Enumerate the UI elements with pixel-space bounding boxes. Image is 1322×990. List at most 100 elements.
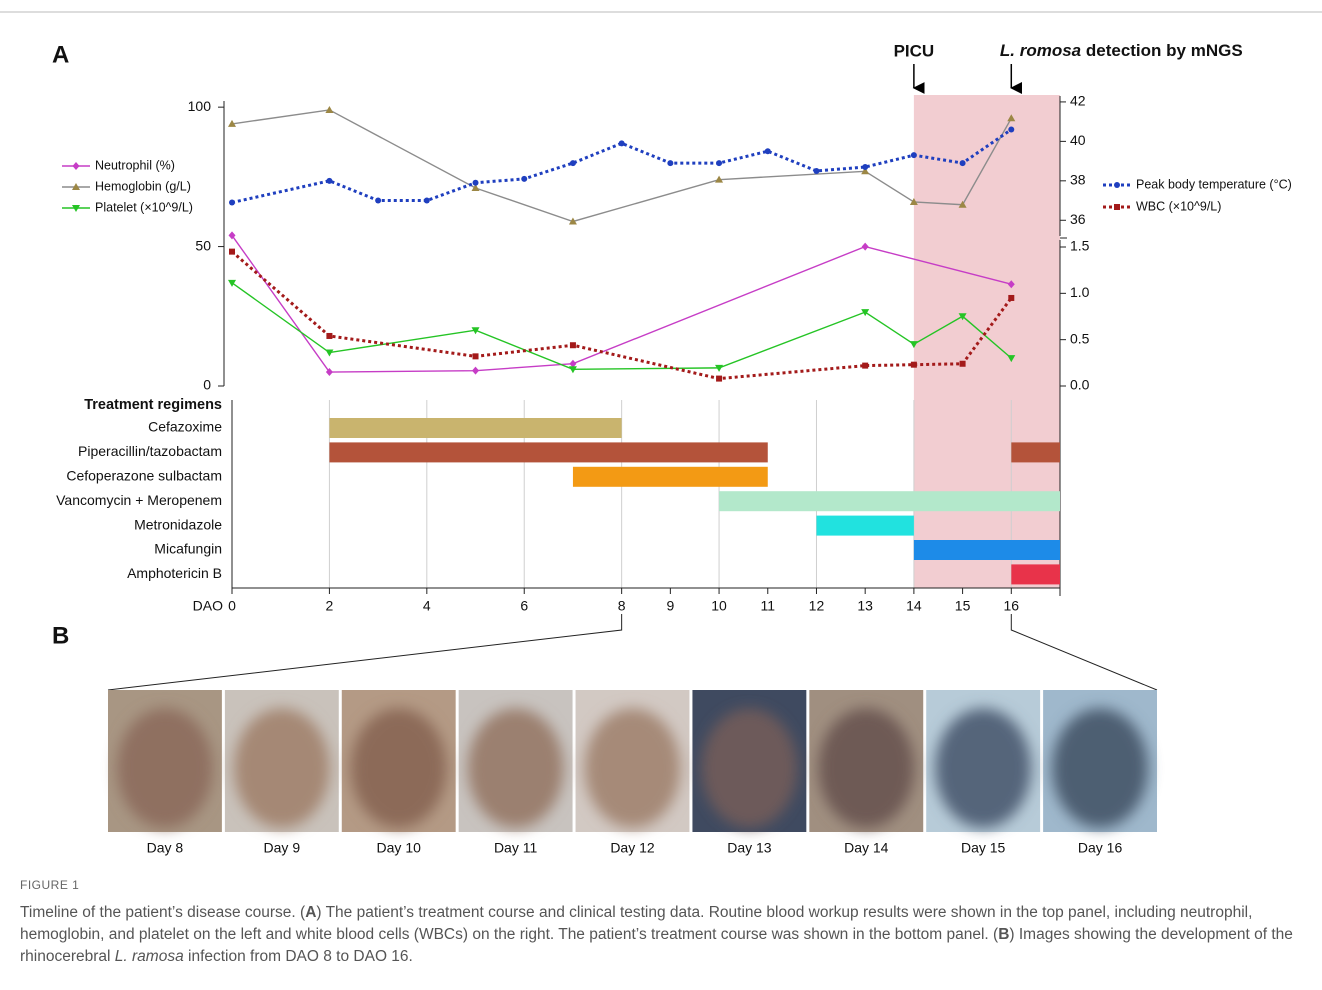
x-tick-label: 8 — [618, 598, 626, 614]
task-bar — [914, 540, 1060, 560]
y-tick-label: 50 — [195, 237, 211, 253]
series-line — [232, 110, 1011, 222]
x-tick-label: 11 — [760, 598, 775, 614]
photo-blur — [117, 708, 213, 827]
marker — [862, 363, 868, 369]
caption-part: B — [998, 926, 1009, 943]
photo — [1043, 690, 1157, 832]
x-tick-label: 10 — [711, 598, 727, 614]
marker — [325, 350, 333, 357]
photo-blur — [818, 708, 914, 827]
marker — [326, 178, 332, 184]
x-tick-label: 0 — [228, 598, 236, 614]
photo — [692, 690, 806, 832]
annotation: PICU — [894, 41, 935, 60]
photo-label: Day 9 — [264, 840, 301, 856]
photo-blur — [234, 708, 330, 827]
marker — [229, 200, 235, 206]
marker — [1114, 204, 1120, 210]
marker — [960, 160, 966, 166]
annotation-part: L. romosa — [1000, 41, 1081, 60]
marker — [1008, 127, 1014, 133]
marker — [716, 160, 722, 166]
marker — [1114, 182, 1120, 188]
gantt-title: Treatment regimens — [84, 397, 222, 413]
photo-label: Day 10 — [377, 840, 422, 856]
marker — [911, 152, 917, 158]
connector — [1011, 614, 1157, 690]
y3-tick-label: 40 — [1070, 132, 1086, 148]
legend-label: Hemoglobin (g/L) — [95, 179, 191, 193]
photo-blur — [468, 708, 564, 827]
marker — [667, 160, 673, 166]
y3-tick-label: 42 — [1070, 93, 1086, 109]
legend-label: Platelet (×10^9/L) — [95, 200, 193, 214]
marker — [472, 367, 479, 375]
photo-blur — [935, 708, 1031, 827]
marker — [228, 280, 236, 287]
x-tick-label: 15 — [955, 598, 971, 614]
marker — [862, 164, 868, 170]
photo — [459, 690, 573, 832]
marker — [570, 342, 576, 348]
x-tick-label: 4 — [423, 598, 431, 614]
photo-label: Day 14 — [844, 840, 889, 856]
x-tick-label: 13 — [857, 598, 873, 614]
y2-tick-label: 0.5 — [1070, 330, 1090, 346]
marker — [1008, 295, 1014, 301]
photo-label: Day 8 — [147, 840, 184, 856]
marker — [473, 180, 479, 186]
marker — [765, 148, 771, 154]
photo-blur — [351, 708, 447, 827]
marker — [862, 243, 869, 251]
caption-part: infection from DAO 8 to DAO 16. — [184, 948, 413, 965]
x-tick-label: 2 — [326, 598, 334, 614]
task-bar — [1011, 564, 1060, 584]
task-bar — [1011, 442, 1060, 462]
photo-blur — [702, 708, 798, 827]
y2-tick-label: 0.0 — [1070, 377, 1090, 393]
marker — [473, 353, 479, 359]
series-line — [232, 283, 1011, 369]
series-line — [232, 235, 1011, 372]
photo-blur — [585, 708, 681, 827]
y2-tick-label: 1.5 — [1070, 238, 1090, 254]
panel-label: B — [52, 622, 69, 649]
marker — [619, 140, 625, 146]
legend-label: WBC (×10^9/L) — [1136, 199, 1221, 213]
marker — [229, 249, 235, 255]
x-tick-label: 6 — [520, 598, 528, 614]
marker — [326, 333, 332, 339]
marker — [424, 198, 430, 204]
y-tick-label: 100 — [188, 98, 212, 114]
task-bar — [573, 467, 768, 487]
photo — [108, 690, 222, 832]
photo-label: Day 15 — [961, 840, 1006, 856]
photo — [809, 690, 923, 832]
photo-label: Day 11 — [494, 840, 538, 856]
marker — [716, 376, 722, 382]
task-label: Piperacillin/tazobactam — [78, 443, 222, 459]
y3-tick-label: 36 — [1070, 211, 1086, 227]
marker — [375, 198, 381, 204]
task-label: Cefazoxime — [148, 419, 222, 435]
photo-blur — [1052, 708, 1148, 827]
page: {"panel_labels":["A","B"], "chart_data":… — [0, 0, 1322, 990]
connector — [108, 614, 622, 690]
caption-part: Timeline of the patient’s disease course… — [20, 904, 305, 921]
task-label: Vancomycin + Meropenem — [56, 492, 222, 508]
marker — [960, 361, 966, 367]
x-tick-label: 14 — [906, 598, 922, 614]
task-label: Amphotericin B — [127, 565, 222, 581]
marker — [73, 162, 80, 170]
task-bar — [329, 442, 767, 462]
marker — [325, 106, 333, 113]
caption-part: A — [305, 904, 316, 921]
photo-label: Day 16 — [1078, 840, 1123, 856]
x-tick-label: 12 — [809, 598, 825, 614]
y3-tick-label: 38 — [1070, 172, 1086, 188]
photo — [576, 690, 690, 832]
task-bar — [719, 491, 1060, 511]
panel-label: A — [52, 41, 69, 68]
